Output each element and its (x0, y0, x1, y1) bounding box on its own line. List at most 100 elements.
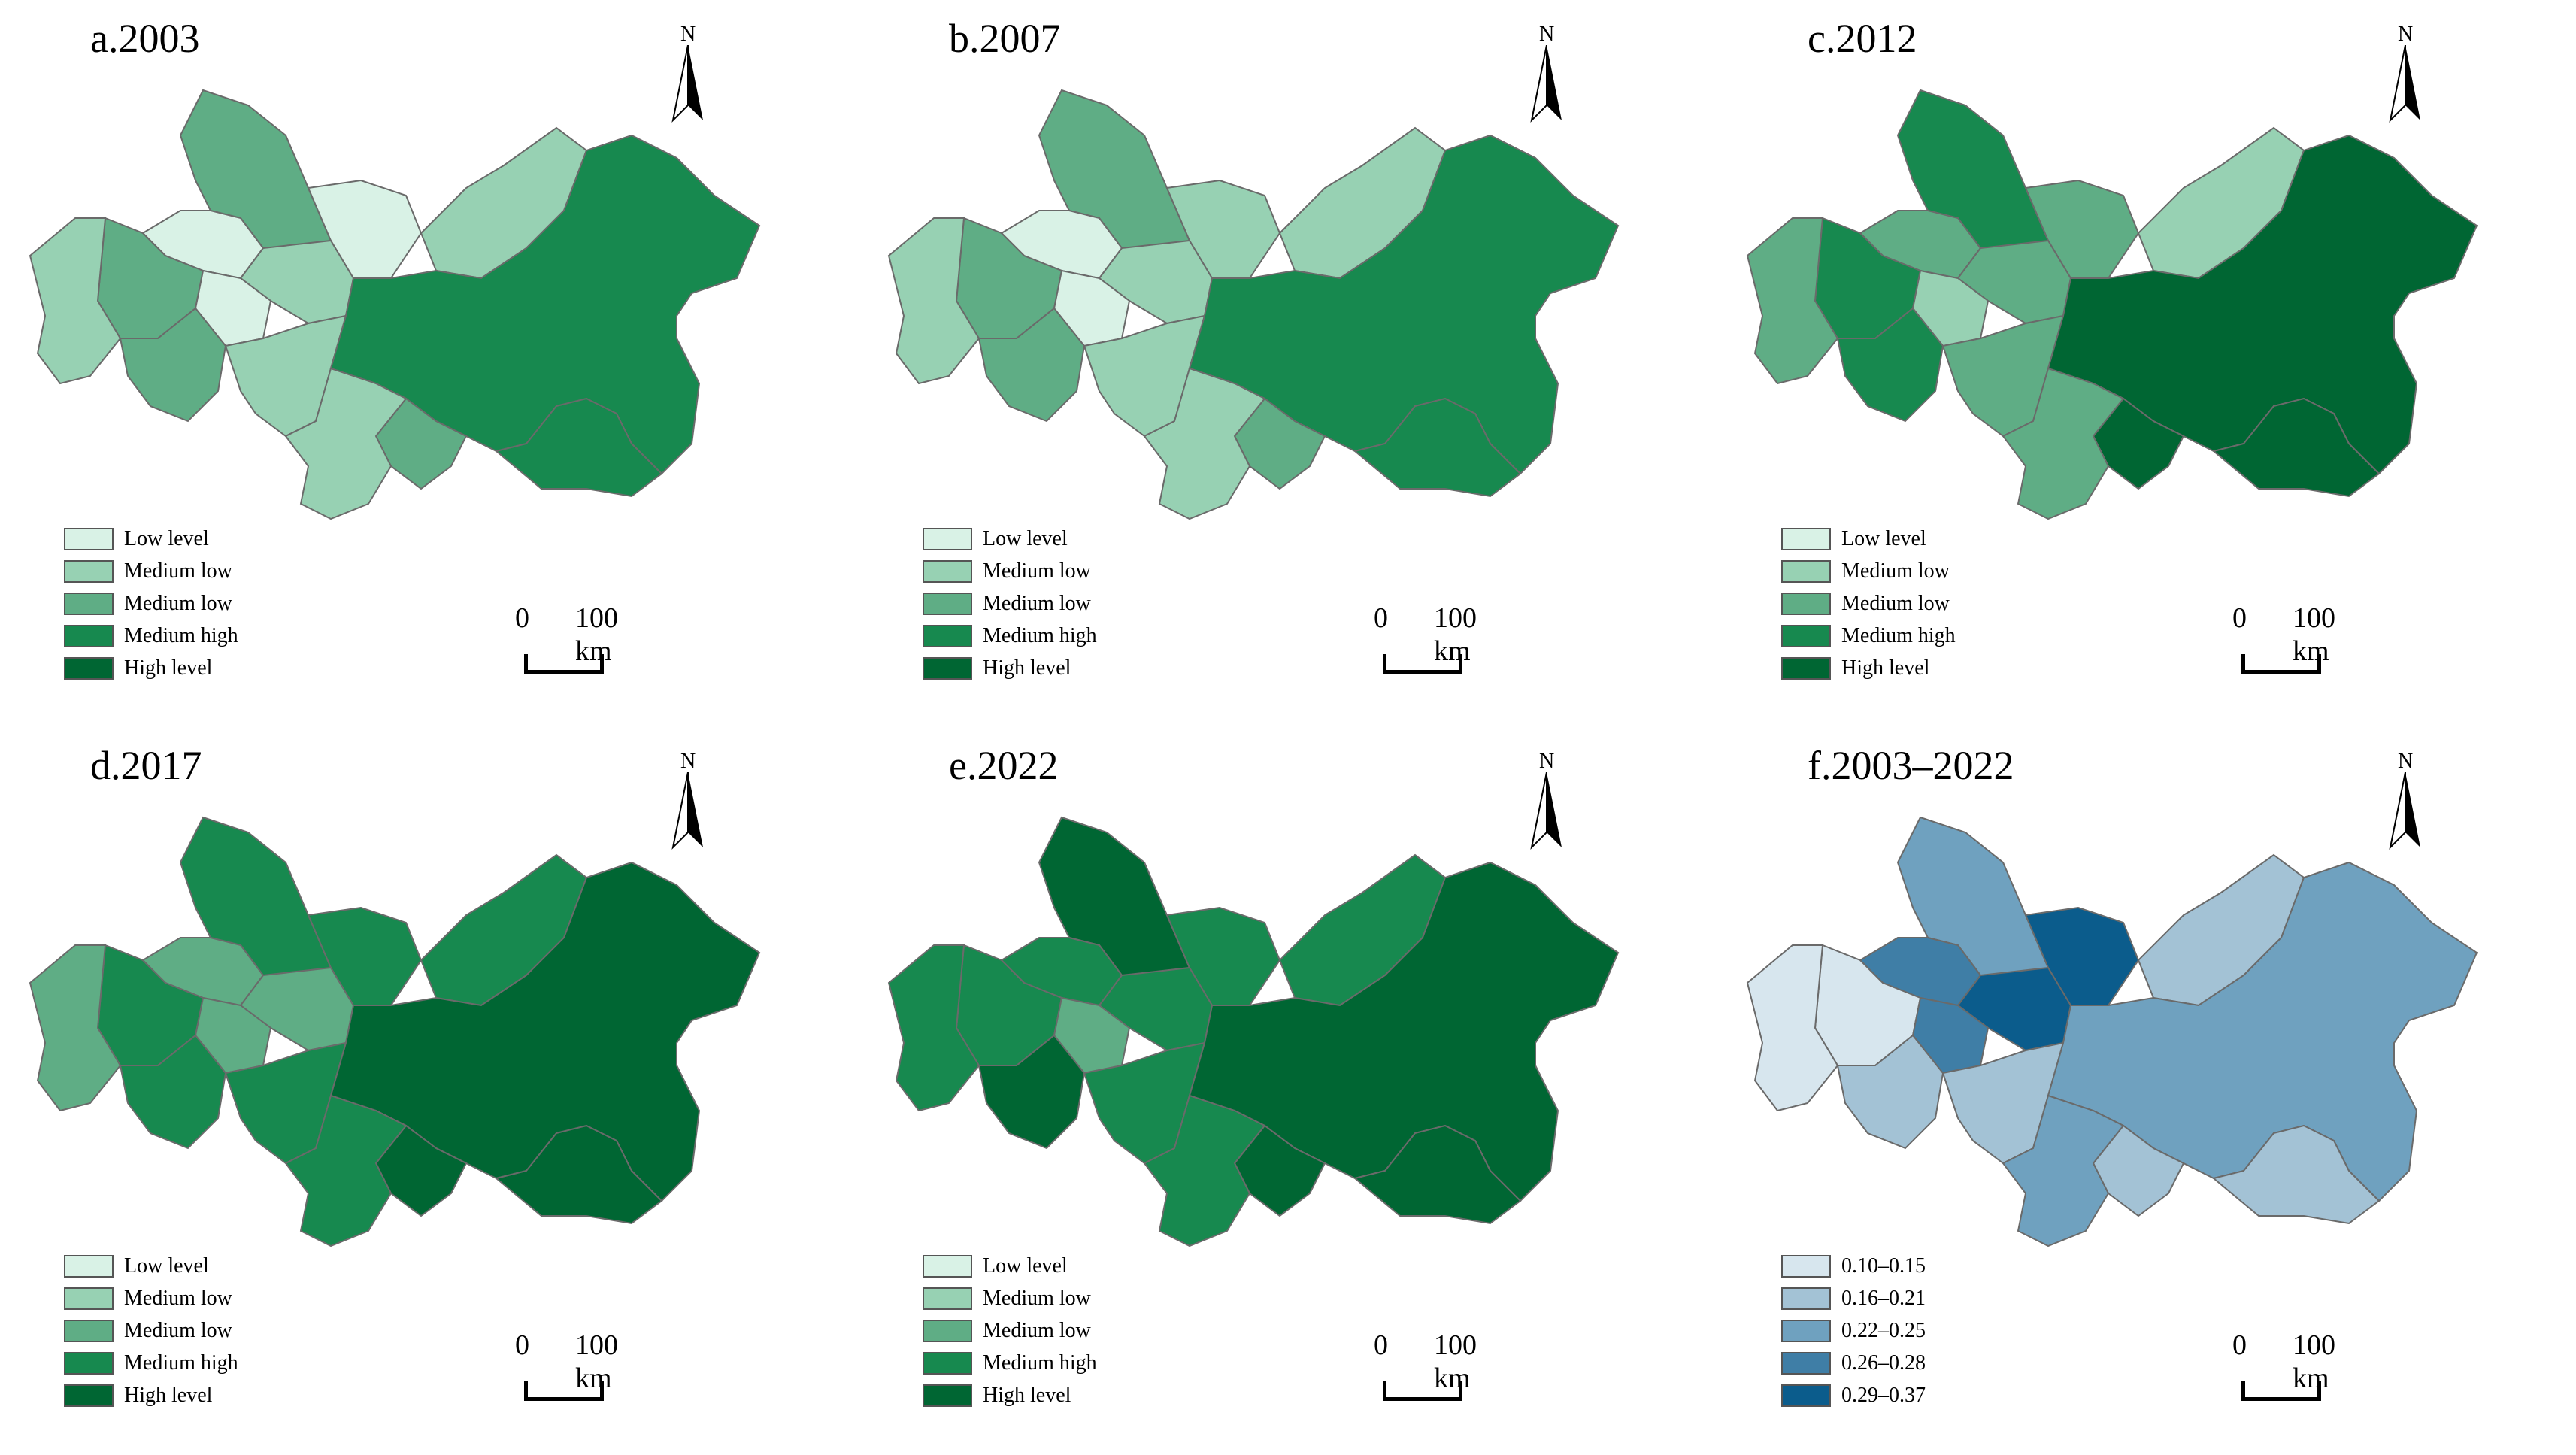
scale-bar: 0 100 km (515, 1329, 650, 1411)
legend-item: High level (64, 1379, 238, 1411)
legend-swatch (64, 1287, 114, 1310)
legend-item: High level (923, 652, 1097, 684)
legend-swatch (1781, 1319, 1831, 1342)
legend: Low level Medium low Medium low Medium high… (923, 523, 1097, 684)
legend-label: Medium high (1841, 623, 1956, 647)
legend-swatch (64, 1254, 114, 1278)
legend-label: 0.22–0.25 (1841, 1318, 1926, 1342)
legend-item: Medium low (64, 1314, 238, 1347)
scale-bar-line (2241, 1381, 2321, 1401)
region-14 (2002, 1094, 2125, 1247)
legend: Low level Medium low Medium low Medium high… (64, 1250, 238, 1411)
legend: Low level Medium low Medium low Medium high… (923, 1250, 1097, 1411)
legend-label: Medium high (983, 623, 1097, 647)
legend-label: 0.26–0.28 (1841, 1350, 1926, 1375)
legend-swatch (923, 592, 972, 615)
legend-item: Medium high (64, 620, 238, 652)
north-arrow-icon: N (662, 750, 714, 850)
legend-swatch (1781, 1254, 1831, 1278)
scale-distance-label: 100 km (575, 602, 618, 667)
legend-item: Medium low (923, 555, 1097, 587)
scale-distance-label: 100 km (2293, 602, 2335, 667)
legend-label: Low level (124, 526, 209, 550)
legend-item: Medium low (923, 1314, 1097, 1347)
legend-label: Medium high (124, 623, 238, 647)
legend-swatch (64, 656, 114, 680)
legend-swatch (923, 559, 972, 583)
legend-item: Medium high (64, 1347, 238, 1379)
legend-item: Medium high (923, 1347, 1097, 1379)
region-8 (29, 944, 122, 1112)
scale-bar: 0 100 km (2232, 1329, 2368, 1411)
north-label: N (2398, 23, 2414, 46)
legend-item: Medium low (1781, 555, 1956, 587)
legend-item: Medium high (1781, 620, 1956, 652)
scale-bar-line (2241, 654, 2321, 674)
legend-item: 0.22–0.25 (1781, 1314, 1926, 1347)
legend-swatch (1781, 592, 1831, 615)
legend-swatch (64, 527, 114, 550)
panel-title: d.2017 (90, 743, 202, 788)
scale-zero-label: 0 (1374, 602, 1388, 634)
scale-bar-line (1383, 654, 1462, 674)
legend-swatch (923, 1287, 972, 1310)
legend-label: 0.16–0.21 (1841, 1286, 1926, 1310)
legend-swatch (64, 624, 114, 647)
legend-item: Medium low (923, 587, 1097, 620)
region-13 (494, 1124, 663, 1225)
legend-label: 0.29–0.37 (1841, 1383, 1926, 1407)
region-9 (1836, 1034, 1944, 1150)
north-arrow-icon: N (662, 23, 714, 123)
legend-swatch (923, 656, 972, 680)
region-14 (284, 1094, 408, 1247)
scale-bar: 0 100 km (2232, 602, 2368, 684)
region-13 (1353, 397, 1522, 498)
legend-item: Low level (1781, 523, 1956, 555)
north-arrow-icon: N (1520, 23, 1573, 123)
legend-label: Medium low (1841, 591, 1950, 615)
legend-item: 0.29–0.37 (1781, 1379, 1926, 1411)
north-label: N (680, 750, 696, 773)
legend-item: High level (64, 652, 238, 684)
legend-label: Low level (983, 1253, 1068, 1278)
legend: Low level Medium low Medium low Medium high… (64, 523, 238, 684)
legend-swatch (923, 1319, 972, 1342)
legend-item: Low level (923, 1250, 1097, 1282)
legend-item: 0.16–0.21 (1781, 1282, 1926, 1314)
region-map (887, 89, 1620, 520)
scale-bar-line (1383, 1381, 1462, 1401)
scale-zero-label: 0 (515, 1329, 529, 1361)
legend-swatch (1781, 1287, 1831, 1310)
scale-bar: 0 100 km (1374, 1329, 1509, 1411)
legend-item: Medium high (923, 620, 1097, 652)
legend-item: High level (1781, 652, 1956, 684)
region-map (1746, 89, 2478, 520)
legend: Low level Medium low Medium low Medium high… (1781, 523, 1956, 684)
legend-label: Medium low (983, 1318, 1091, 1342)
region-9 (119, 307, 227, 423)
legend-label: Medium high (124, 1350, 238, 1375)
legend-swatch (1781, 559, 1831, 583)
legend-label: Low level (124, 1253, 209, 1278)
region-9 (977, 307, 1086, 423)
map-panel-a: a.2003 N Low level Medium low Medium low Me… (0, 0, 859, 727)
legend-label: Medium low (124, 1318, 232, 1342)
scale-zero-label: 0 (515, 602, 529, 634)
region-map (887, 816, 1620, 1247)
region-14 (1143, 367, 1266, 520)
legend-swatch (1781, 1351, 1831, 1375)
region-14 (284, 367, 408, 520)
north-label: N (680, 23, 696, 46)
panel-title: b.2007 (949, 16, 1061, 61)
legend-swatch (64, 1351, 114, 1375)
legend-label: Medium low (983, 559, 1091, 583)
panel-title: e.2022 (949, 743, 1059, 788)
north-label: N (1539, 23, 1555, 46)
region-9 (119, 1034, 227, 1150)
panel-title: f.2003–2022 (1808, 743, 2014, 788)
region-map (29, 816, 761, 1247)
legend-swatch (923, 624, 972, 647)
region-14 (2002, 367, 2125, 520)
legend-item: 0.26–0.28 (1781, 1347, 1926, 1379)
legend-swatch (1781, 1384, 1831, 1407)
